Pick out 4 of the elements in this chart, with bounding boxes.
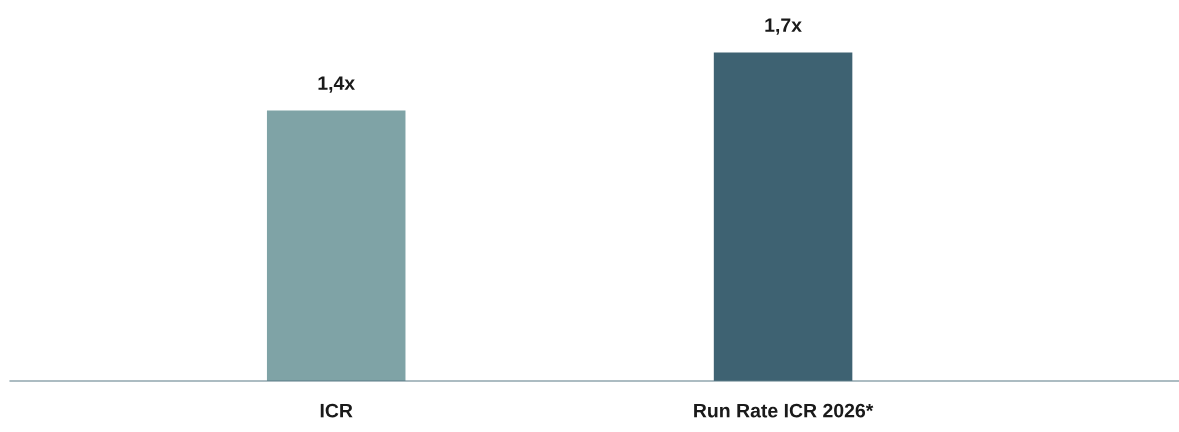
data-label: 1,4x (318, 76, 355, 93)
x-tick-label: ICR (320, 403, 353, 418)
data-label: 1,7x (765, 18, 802, 35)
x-tick-label: Run Rate ICR 2026* (694, 403, 874, 418)
